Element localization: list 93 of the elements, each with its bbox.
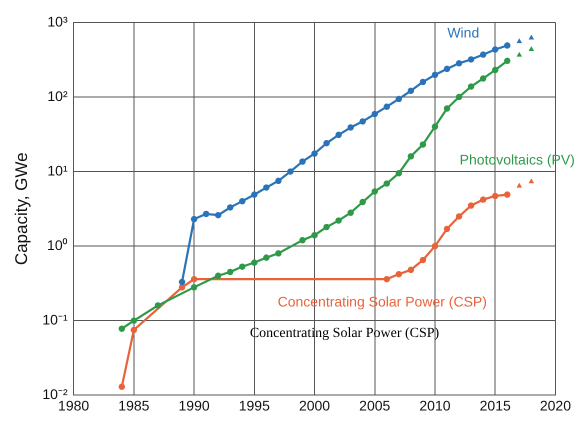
point	[384, 276, 390, 282]
point	[420, 141, 426, 148]
y-tick-label: 10¹	[47, 162, 68, 178]
point	[492, 46, 498, 53]
point	[504, 58, 510, 64]
point	[456, 213, 462, 220]
point	[444, 66, 450, 72]
point	[480, 75, 486, 82]
point	[118, 384, 126, 390]
point	[456, 94, 462, 100]
x-tick-label: 2010	[419, 397, 451, 414]
point	[420, 78, 426, 86]
point	[504, 191, 510, 198]
point	[432, 72, 438, 78]
point	[227, 268, 234, 276]
point	[227, 204, 234, 211]
point	[347, 124, 354, 131]
x-tick-label: 2005	[359, 397, 391, 414]
point	[384, 180, 390, 187]
point	[251, 259, 258, 266]
point	[323, 140, 330, 146]
point	[492, 66, 498, 74]
point	[432, 242, 438, 250]
y-tick-label: 10³	[47, 13, 68, 30]
point	[178, 278, 186, 286]
point	[299, 236, 306, 244]
point	[251, 191, 258, 198]
point	[504, 42, 510, 49]
point	[178, 284, 186, 290]
x-tick-label: 1980	[58, 397, 90, 414]
point	[275, 250, 282, 257]
point	[516, 182, 522, 188]
point	[396, 270, 402, 278]
point	[190, 216, 198, 222]
point	[214, 272, 222, 279]
x-tick-label: 2020	[540, 397, 572, 414]
point	[239, 263, 246, 270]
point	[528, 34, 534, 40]
point	[480, 51, 486, 58]
point	[214, 212, 222, 218]
point	[190, 284, 198, 290]
point	[202, 210, 210, 218]
y-tick-label: 10²	[47, 88, 68, 104]
x-tick-label: 1995	[238, 397, 270, 414]
y-tick-label: 10⁰	[47, 236, 68, 253]
point	[528, 46, 534, 51]
x-tick-label: 1990	[178, 397, 210, 414]
point	[154, 302, 162, 309]
y-tick-label: 10⁻¹	[42, 312, 68, 328]
point	[480, 196, 486, 203]
point	[444, 105, 450, 112]
point	[468, 83, 474, 90]
point	[360, 198, 366, 206]
point	[516, 52, 522, 57]
point	[311, 232, 318, 238]
x-tick-label: 2000	[298, 397, 330, 414]
point	[299, 158, 306, 165]
point	[396, 96, 402, 102]
point	[516, 38, 522, 44]
point	[118, 325, 126, 332]
point	[335, 217, 342, 224]
point	[492, 192, 498, 200]
x-tick-label: 1985	[118, 397, 150, 414]
point	[432, 123, 438, 130]
point	[372, 188, 378, 195]
point	[287, 168, 294, 175]
point	[408, 266, 414, 274]
point	[360, 118, 366, 125]
point	[528, 178, 534, 184]
series-label: Wind	[447, 24, 480, 40]
point	[384, 104, 390, 110]
point	[130, 317, 138, 324]
y-axis-title: Capacity, GWe	[12, 152, 31, 266]
point	[130, 326, 138, 334]
point	[396, 170, 402, 176]
point	[468, 202, 474, 209]
point	[408, 153, 414, 160]
point	[468, 56, 474, 63]
point	[444, 226, 450, 232]
point	[347, 210, 354, 216]
point	[335, 132, 342, 138]
point	[239, 198, 246, 204]
point	[420, 256, 426, 264]
point	[311, 150, 318, 157]
x-tick-label: 2015	[480, 397, 511, 414]
point	[263, 254, 270, 261]
point	[263, 184, 270, 191]
point	[323, 224, 330, 230]
point	[190, 276, 198, 282]
point	[408, 88, 414, 94]
point	[456, 60, 462, 66]
point	[372, 110, 378, 118]
point	[275, 178, 282, 184]
